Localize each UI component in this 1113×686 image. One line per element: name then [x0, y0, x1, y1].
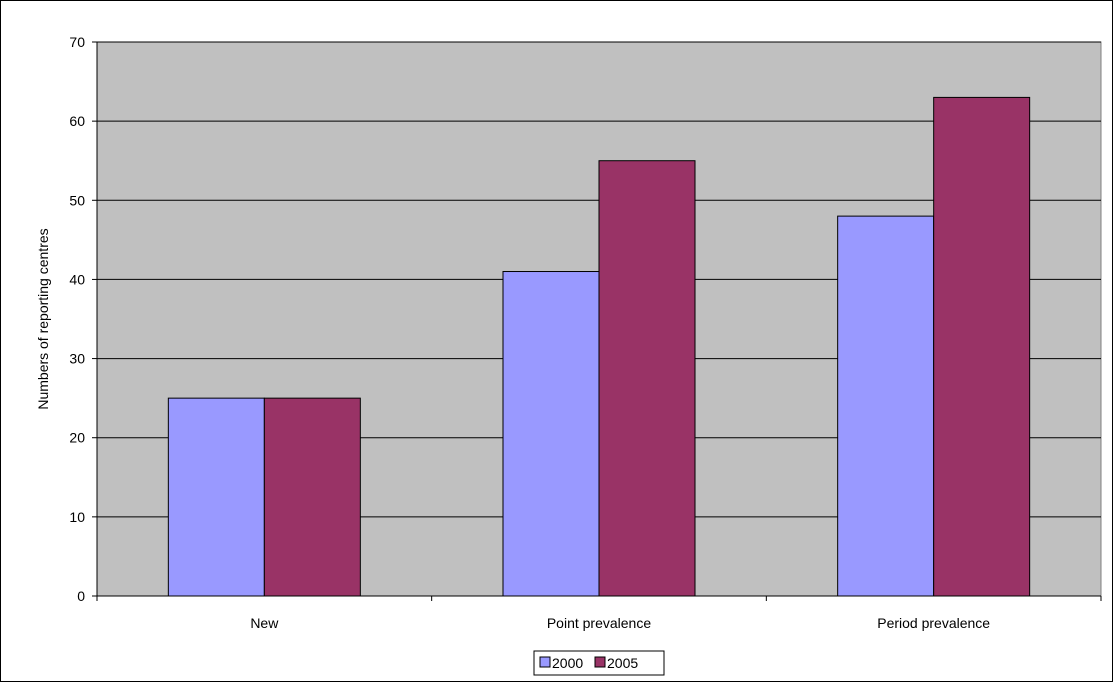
y-tick-label: 30: [69, 351, 85, 367]
bar-2005-0: [263, 397, 361, 597]
bar-2005-1: [598, 160, 696, 597]
y-tick-label: 70: [69, 34, 85, 50]
x-tick-label: Period prevalence: [877, 615, 990, 631]
y-tick-label: 60: [69, 113, 85, 129]
y-tick-labels: 0 10 20 30 40 50 60 70: [69, 34, 85, 604]
y-axis-label: Numbers of reporting centres: [35, 228, 51, 409]
y-tick-label: 0: [77, 588, 85, 604]
x-tick-label: New: [250, 615, 279, 631]
y-tick-label: 20: [69, 430, 85, 446]
axes: [92, 41, 1102, 601]
x-tick-label: Point prevalence: [547, 615, 652, 631]
bar-2000-0: [167, 397, 265, 597]
bar-2000-2: [837, 215, 935, 597]
legend-swatch-2005: [594, 656, 606, 668]
legend-label-2000: 2000: [552, 655, 583, 671]
y-tick-label: 10: [69, 509, 85, 525]
y-tick-label: 50: [69, 192, 85, 208]
bars: [167, 96, 1031, 597]
x-tick-labels: New Point prevalence Period prevalence: [250, 615, 990, 631]
bar-2000-1: [502, 271, 600, 597]
legend-swatch-2000: [539, 656, 551, 668]
y-tick-label: 40: [69, 271, 85, 287]
legend-label-2005: 2005: [607, 655, 638, 671]
legend: 2000 2005: [533, 650, 665, 676]
bar-2005-2: [933, 96, 1031, 597]
